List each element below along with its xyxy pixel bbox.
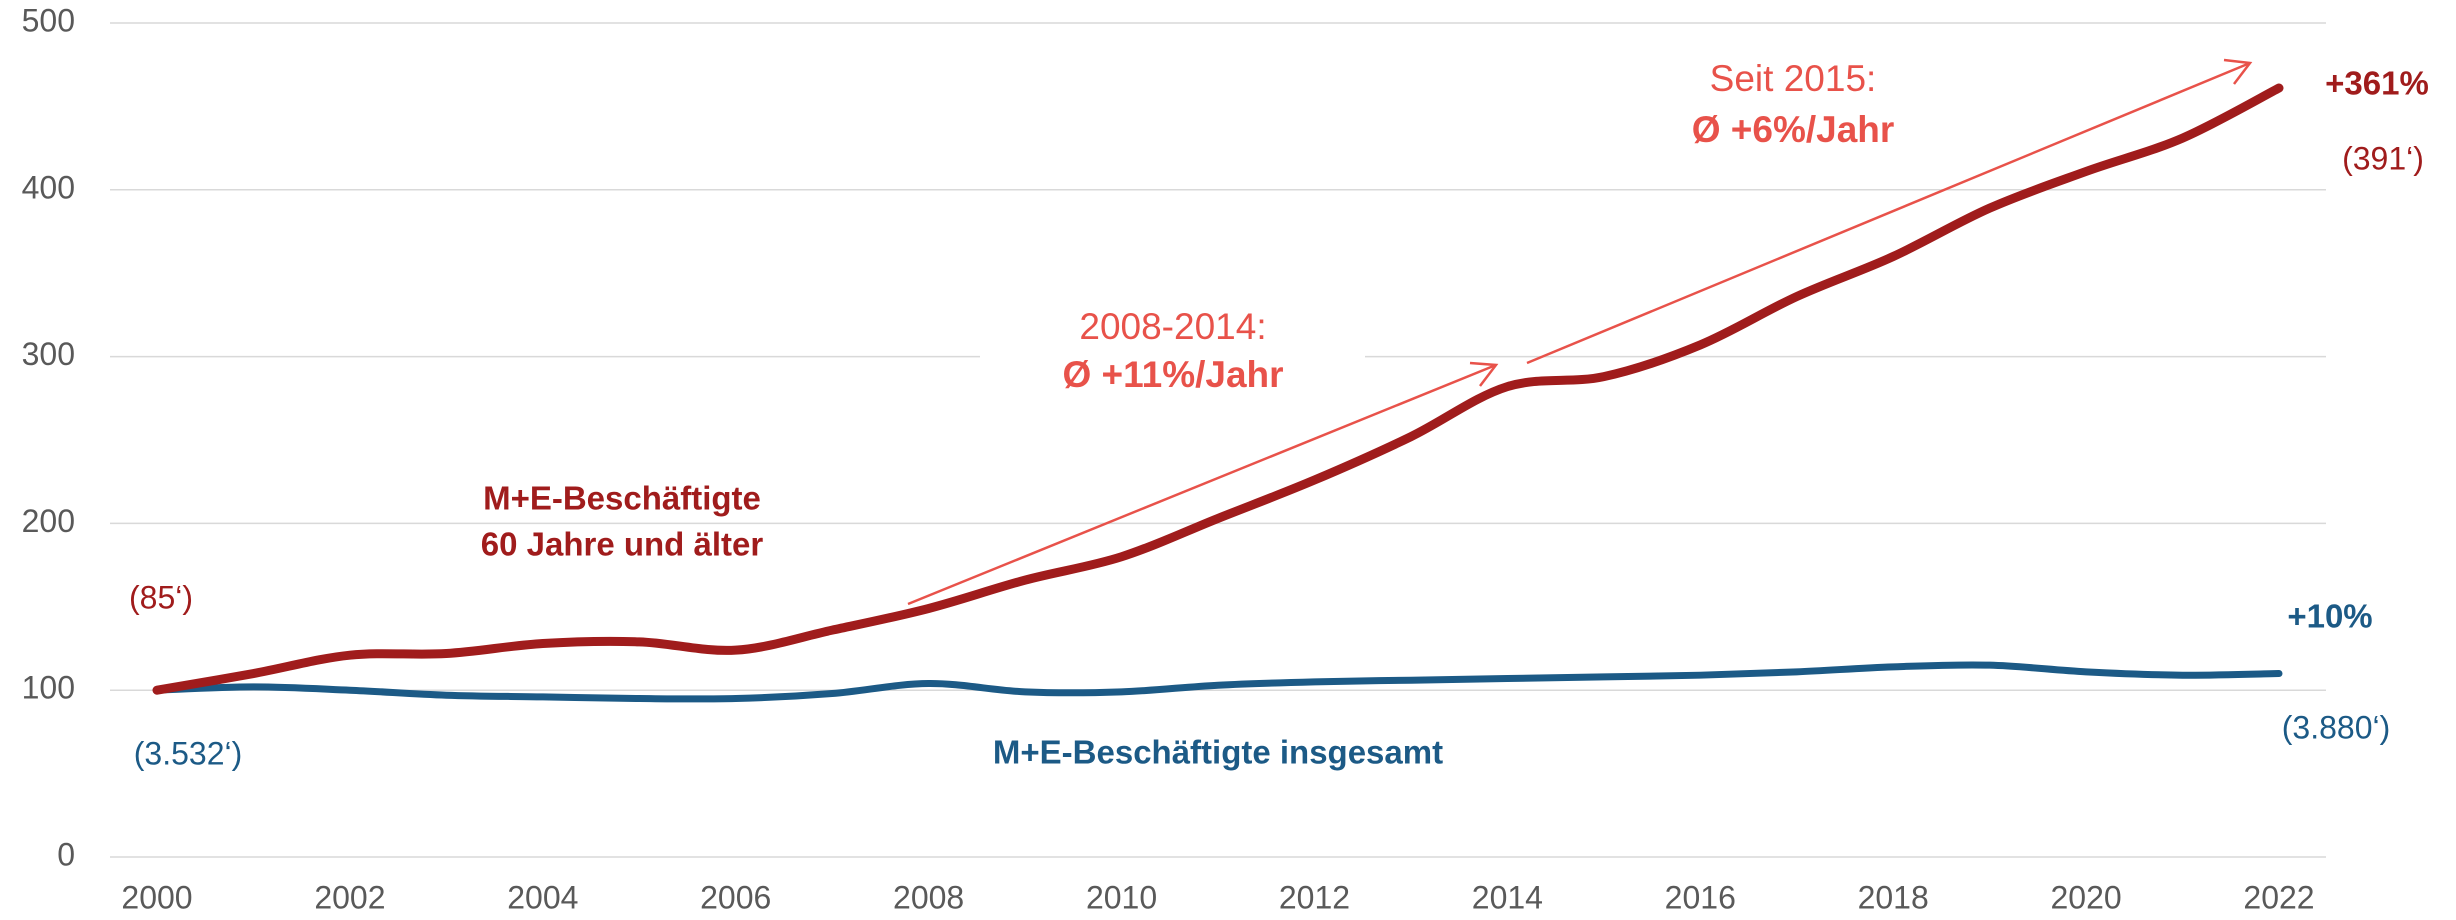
annotation: +10% <box>2287 598 2372 635</box>
annotation: +361% <box>2325 65 2429 102</box>
series-line <box>152 83 2284 695</box>
annotation: (3.880‘) <box>2282 709 2391 745</box>
annotation: Ø +11%/Jahr <box>1062 354 1283 395</box>
labels: 0 100 200 300 400 500 2000 2002 2004 2006 2008 2010… <box>22 2 2429 915</box>
arrow <box>907 363 1497 606</box>
x-tick-label: 2006 <box>700 879 771 915</box>
annotation: (391‘) <box>2342 140 2424 176</box>
x-tick-label: 2002 <box>314 879 385 915</box>
x-tick-label: 2022 <box>2243 879 2314 915</box>
y-tick-label: 300 <box>22 336 75 372</box>
annotation: Seit 2015: <box>1710 58 1877 99</box>
x-tick-label: 2020 <box>2050 879 2121 915</box>
y-tick-label: 500 <box>22 2 75 38</box>
y-tick-label: 0 <box>57 836 75 872</box>
annotation: 2008-2014: <box>1079 306 1266 347</box>
arrow <box>1526 61 2251 365</box>
y-tick-label: 400 <box>22 169 75 205</box>
y-tick-label: 200 <box>22 503 75 539</box>
x-tick-label: 2010 <box>1086 879 1157 915</box>
arrow-head <box>2223 58 2253 85</box>
x-tick-label: 2012 <box>1279 879 1350 915</box>
arrow-head <box>1469 361 1499 387</box>
x-tick-label: 2000 <box>121 879 192 915</box>
trend-arrows <box>907 58 2253 606</box>
x-tick-label: 2016 <box>1665 879 1736 915</box>
annotation: (85‘) <box>129 579 193 615</box>
x-tick-label: 2008 <box>893 879 964 915</box>
label-backdrop <box>980 340 1365 370</box>
grid <box>110 22 2326 858</box>
series-label: 60 Jahre und älter <box>481 526 764 563</box>
lines <box>152 83 2284 703</box>
series-line <box>153 661 2283 703</box>
series-label: M+E-Beschäftigte <box>483 480 761 517</box>
x-tick-label: 2018 <box>1858 879 1929 915</box>
annotation: (3.532‘) <box>134 735 243 771</box>
series-label: M+E-Beschäftigte insgesamt <box>993 734 1443 771</box>
x-tick-label: 2014 <box>1472 879 1543 915</box>
y-tick-label: 100 <box>22 670 75 706</box>
x-tick-label: 2004 <box>507 879 578 915</box>
annotation: Ø +6%/Jahr <box>1692 109 1895 150</box>
